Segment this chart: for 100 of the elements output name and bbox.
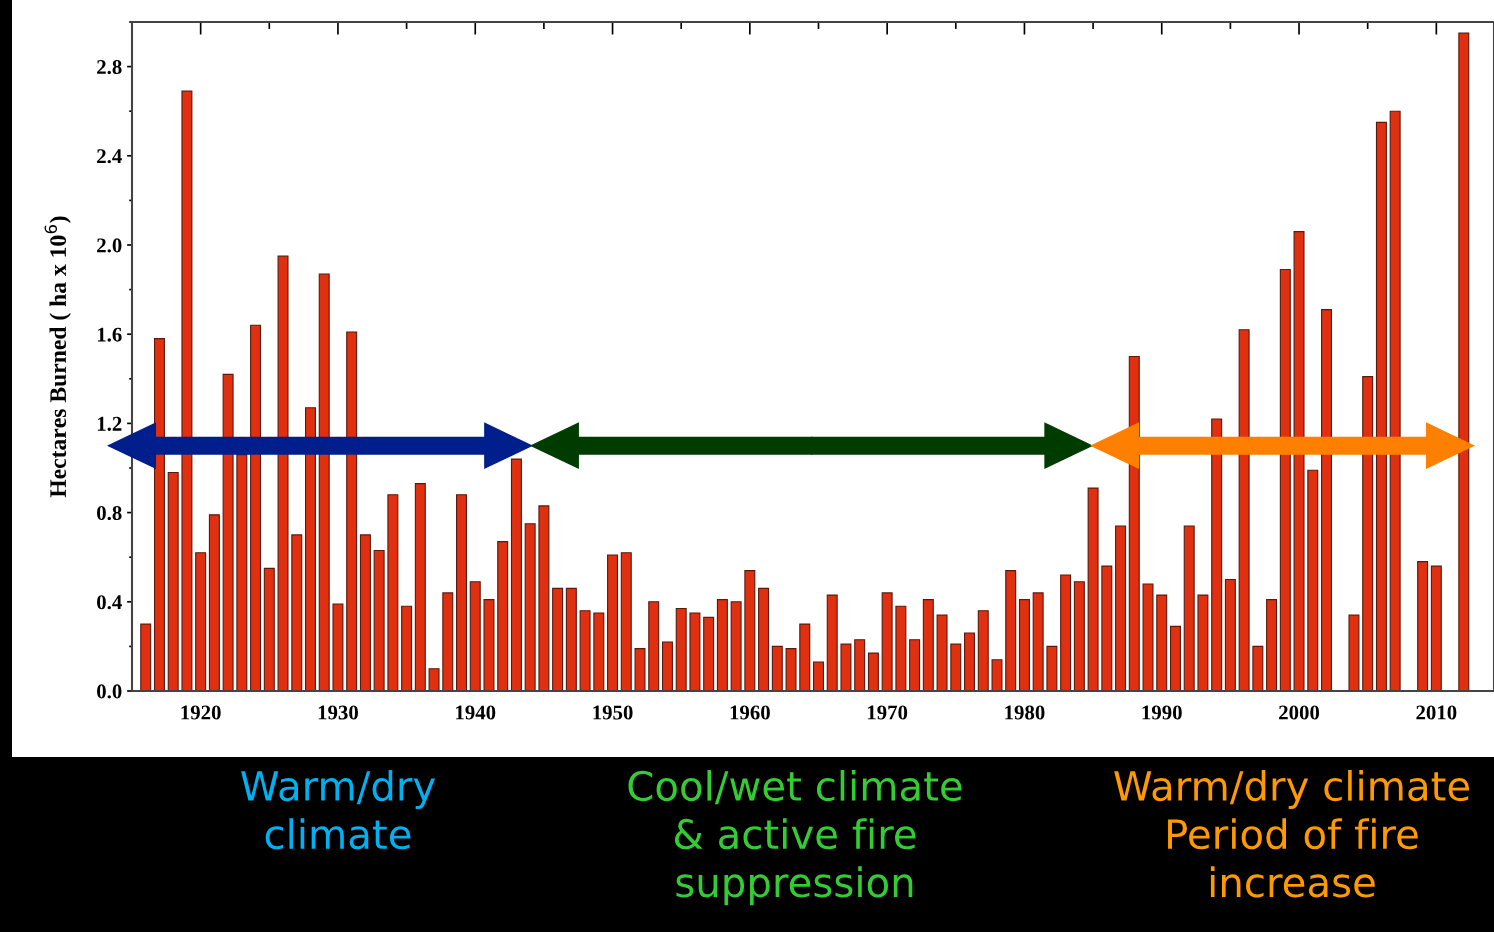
bar [1060,574,1072,691]
bar [1046,645,1058,691]
bar [1348,614,1360,691]
bar [1032,592,1044,691]
bar [1362,376,1374,691]
bar [346,331,358,691]
bar [538,505,550,691]
bar [936,614,948,691]
bar [469,581,481,691]
bar [1169,625,1181,691]
bar [1142,583,1154,691]
y-tick-label: 2.4 [97,149,122,164]
bar [826,594,838,691]
y-tick-label: 0.4 [97,595,122,610]
bar [1430,565,1442,691]
bar [881,592,893,691]
bar [387,494,399,691]
bar [208,514,220,691]
bar [977,610,989,691]
bar [1307,469,1319,691]
bar [456,494,468,691]
bar [497,541,509,691]
bar [1073,581,1085,691]
bar [620,552,632,691]
bar [153,338,165,691]
bar [867,652,879,691]
bar [1266,599,1278,691]
bar [1389,110,1401,691]
bar [1458,32,1470,691]
bar [661,641,673,691]
bar [579,610,591,691]
bar [1279,268,1291,691]
x-tick-label: 1940 [456,705,496,720]
y-tick-label: 1.2 [97,416,122,431]
bar [675,607,687,691]
text: Warm/dry climate Period of fire increase [1114,770,1470,898]
bar [428,668,440,691]
bar [812,661,824,691]
bar [332,603,344,691]
bar [167,471,179,691]
bar [758,587,770,691]
bar [895,605,907,691]
x-tick-label: 1930 [318,705,358,720]
bar [1197,594,1209,691]
bar [1087,487,1099,691]
bar [291,534,303,691]
bar [401,605,413,691]
bar [964,632,976,691]
x-tick-label: 1920 [181,705,221,720]
x-tick-label: 1990 [1142,705,1182,720]
bar [771,645,783,691]
bar [318,273,330,691]
bar [414,483,426,691]
text: Cool/wet climate & active fire suppression [628,770,962,906]
bar [250,324,262,691]
x-tick-label: 2010 [1416,705,1457,720]
y-tick-label: 1.6 [97,327,122,342]
bar [140,623,152,691]
x-tick-label: 2000 [1279,705,1320,720]
bar [483,599,495,691]
bar [236,454,248,691]
bar [304,407,316,691]
y-tick-label: 0.8 [97,505,122,521]
bar [195,552,207,691]
bar [222,373,234,691]
bar [1115,525,1127,691]
bar [909,639,921,691]
bar [1238,329,1250,691]
bar [1211,418,1223,691]
bar [565,587,577,691]
bar [1252,645,1264,691]
bar [1320,309,1332,691]
bar [991,659,1003,691]
bar [648,601,660,691]
bar [263,567,275,691]
bar [1183,525,1195,691]
bar [442,592,454,691]
bar [922,599,934,691]
bar [716,599,728,691]
x-tick-label: 1960 [730,705,770,720]
bar [1005,570,1017,691]
bar [1417,561,1429,691]
bar [785,648,797,691]
bar [840,643,852,691]
bar [634,648,646,691]
bar [524,523,536,691]
bar [552,587,564,691]
bar [359,534,371,691]
y-tick-label: 0.0 [97,684,122,699]
bar [373,549,385,691]
x-tick-label: 1970 [867,705,908,720]
x-tick-label: 1980 [1005,705,1045,720]
bar [1101,565,1113,691]
bar [277,255,289,691]
bar [1293,231,1305,691]
y-tick-label: 2.8 [97,59,122,75]
bar [799,623,811,691]
bar [510,458,522,691]
bar [593,612,605,691]
y-axis-title: Hectares Burned ( ha x 10$^{6}$) [44,216,71,498]
